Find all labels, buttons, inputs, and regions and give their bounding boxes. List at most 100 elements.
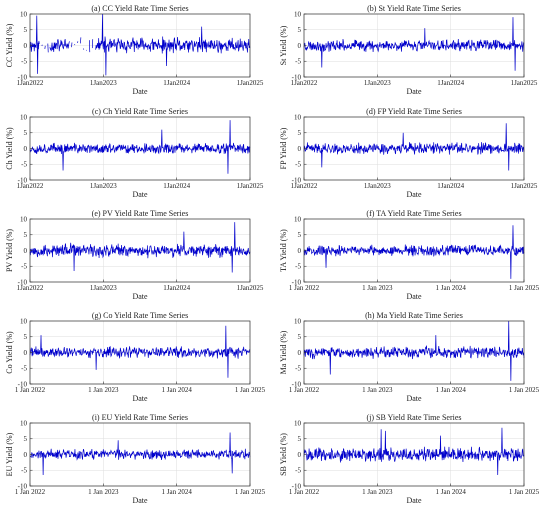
y-tick-label: -10: [292, 73, 302, 81]
x-tick-label: 1 Jan 2024: [161, 488, 192, 496]
panel-title: (c) Ch Yield Rate Time Series: [92, 107, 188, 116]
x-tick-label: 1 Jan 2024: [435, 386, 466, 394]
y-tick-label: -5: [295, 467, 301, 475]
x-tick-label: 1 Jan 2023: [362, 386, 393, 394]
y-tick-label: 0: [298, 42, 302, 50]
x-tick-label: 1 Jan 2025: [509, 488, 540, 496]
y-axis-label: Ma Yield (%): [279, 330, 288, 374]
y-tick-label: -5: [21, 161, 27, 169]
panel-title: (i) EU Yield Rate Time Series: [92, 413, 188, 422]
y-tick-label: -5: [21, 263, 27, 271]
panel-h: (h) Ma Yield Rate Time Series -10 -5 0 5 10 1 …: [279, 311, 540, 403]
y-tick-label: 10: [294, 317, 302, 325]
x-tick-label: 1 Jan 2022: [15, 386, 46, 394]
x-tick-label: 1 Jan 2024: [161, 386, 192, 394]
y-tick-label: -10: [292, 176, 302, 184]
y-tick-label: 5: [298, 333, 302, 341]
x-tick-label: 1Jan2024: [437, 79, 464, 87]
y-axis-label: TA Yield (%): [279, 229, 288, 272]
y-tick-label: -10: [18, 73, 28, 81]
y-tick-label: 0: [24, 145, 28, 153]
x-axis-label: Date: [132, 87, 148, 96]
x-tick-label: 1Jan2024: [163, 79, 190, 87]
y-tick-label: 0: [298, 451, 302, 459]
y-tick-label: 10: [294, 419, 302, 427]
y-axis-label: Co Yield (%): [5, 331, 14, 374]
y-tick-label: 10: [20, 317, 28, 325]
x-axis-label: Date: [406, 496, 422, 505]
y-tick-label: -10: [292, 380, 302, 388]
x-tick-label: 1 Jan 2025: [509, 284, 540, 292]
y-axis-label: St Yield (%): [279, 25, 288, 65]
panel-g: (g) Co Yield Rate Time Series -10 -5 0 5 10 1 …: [5, 311, 266, 403]
y-tick-label: 5: [298, 435, 302, 443]
x-tick-label: 1 Jan 2023: [88, 488, 119, 496]
y-tick-label: -10: [18, 482, 28, 490]
panel-title: (g) Co Yield Rate Time Series: [92, 311, 188, 320]
panel-f: (f) TA Yield Rate Time Series -10 -5 0 5 10 1 …: [279, 209, 540, 301]
x-axis-label: Date: [132, 190, 148, 199]
x-tick-label: 1Jan2023: [90, 182, 117, 190]
y-tick-label: 10: [294, 113, 302, 121]
y-tick-label: -5: [295, 365, 301, 373]
x-tick-label: 1Jan2023: [90, 79, 117, 87]
panel-title: (b) St Yield Rate Time Series: [367, 4, 461, 13]
y-tick-label: 5: [298, 231, 302, 239]
x-tick-label: 1Jan2024: [163, 284, 190, 292]
y-axis-label: Ch Yield (%): [5, 127, 14, 170]
series-line: [303, 225, 525, 279]
x-axis-label: Date: [406, 87, 422, 96]
y-tick-label: 10: [294, 10, 302, 18]
panel-title: (f) TA Yield Rate Time Series: [366, 209, 461, 218]
y-tick-label: 0: [24, 247, 28, 255]
x-tick-label: 1Jan2023: [364, 182, 391, 190]
series-line: [303, 427, 525, 475]
y-tick-label: -5: [295, 161, 301, 169]
x-tick-label: 1Jan2022: [17, 79, 44, 87]
panel-b: (b) St Yield Rate Time Series -10 -5 0 5 10 1J…: [279, 4, 538, 96]
panel-c: (c) Ch Yield Rate Time Series -10 -5 0 5 10 1J…: [5, 107, 264, 199]
y-axis-label: CC Yield (%): [5, 23, 14, 67]
y-tick-label: -10: [292, 278, 302, 286]
y-tick-label: -5: [21, 365, 27, 373]
y-axis-label: FP Yield (%): [279, 127, 288, 169]
series-line: [29, 13, 251, 76]
panel-j: (j) SB Yield Rate Time Series -10 -5 0 5 10 1 …: [279, 413, 540, 505]
x-axis-label: Date: [406, 190, 422, 199]
y-tick-label: -10: [18, 380, 28, 388]
x-tick-label: 1Jan2023: [90, 284, 117, 292]
x-tick-label: 1 Jan 2024: [435, 488, 466, 496]
y-tick-label: -10: [18, 176, 28, 184]
panel-d: (d) FP Yield Rate Time Series -10 -5 0 5 10 1J…: [279, 107, 538, 199]
x-tick-label: 1Jan2022: [291, 79, 318, 87]
series-line: [29, 325, 251, 378]
y-tick-label: 0: [24, 42, 28, 50]
y-tick-label: 0: [24, 451, 28, 459]
x-tick-label: 1Jan2024: [163, 182, 190, 190]
series-line: [29, 120, 251, 174]
x-tick-label: 1Jan2022: [17, 284, 44, 292]
y-axis-label: SB Yield (%): [279, 433, 288, 476]
y-tick-label: 5: [24, 129, 28, 137]
x-axis-label: Date: [406, 394, 422, 403]
y-tick-label: 5: [298, 26, 302, 34]
x-tick-label: 1 Jan 2025: [235, 488, 266, 496]
x-axis-label: Date: [406, 292, 422, 301]
series-line: [303, 123, 525, 171]
y-tick-label: 10: [294, 215, 302, 223]
y-tick-label: -10: [292, 482, 302, 490]
y-tick-label: 0: [298, 145, 302, 153]
x-tick-label: 1 Jan 2022: [289, 284, 320, 292]
x-axis-label: Date: [132, 292, 148, 301]
series-line: [29, 222, 251, 273]
x-tick-label: 1Jan2022: [291, 182, 318, 190]
y-tick-label: 5: [24, 231, 28, 239]
x-tick-label: 1 Jan 2022: [15, 488, 46, 496]
panel-a: (a) CC Yield Rate Time Series -10 -5 0 5 10 1J…: [5, 4, 264, 96]
x-tick-label: 1 Jan 2023: [88, 386, 119, 394]
panel-i: (i) EU Yield Rate Time Series -10 -5 0 5 10 1 …: [5, 413, 266, 505]
panel-title: (d) FP Yield Rate Time Series: [366, 107, 462, 116]
x-tick-label: 1 Jan 2025: [509, 386, 540, 394]
x-tick-label: 1 Jan 2022: [289, 488, 320, 496]
